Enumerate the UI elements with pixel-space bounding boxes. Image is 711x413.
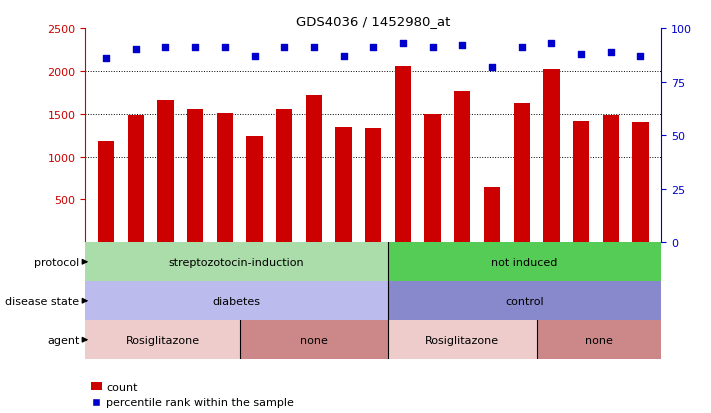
Bar: [276, 109, 292, 243]
Bar: [247, 137, 262, 243]
Bar: [454, 92, 471, 243]
Point: [516, 45, 528, 52]
Bar: [98, 142, 114, 243]
Text: disease state: disease state: [6, 296, 80, 306]
Point: [100, 55, 112, 62]
Point: [189, 45, 201, 52]
Text: streptozotocin-induction: streptozotocin-induction: [169, 257, 304, 267]
Bar: [85, 282, 388, 320]
Bar: [306, 96, 322, 243]
Bar: [217, 114, 233, 243]
Bar: [336, 127, 352, 243]
Point: [575, 51, 587, 58]
Point: [338, 53, 349, 60]
Text: diabetes: diabetes: [213, 296, 261, 306]
Bar: [513, 103, 530, 243]
Legend: count, percentile rank within the sample: count, percentile rank within the sample: [91, 382, 294, 408]
Text: control: control: [506, 296, 544, 306]
Text: none: none: [585, 335, 613, 345]
Bar: [543, 70, 560, 243]
Text: none: none: [300, 335, 328, 345]
Bar: [365, 129, 381, 243]
Point: [635, 53, 646, 60]
Text: Rosiglitazone: Rosiglitazone: [425, 335, 499, 345]
Point: [130, 47, 141, 54]
Bar: [85, 243, 388, 282]
Point: [427, 45, 439, 52]
Point: [249, 53, 260, 60]
Bar: [424, 114, 441, 243]
Title: GDS4036 / 1452980_at: GDS4036 / 1452980_at: [296, 15, 451, 28]
Bar: [573, 121, 589, 243]
Point: [456, 43, 468, 49]
Bar: [388, 320, 537, 359]
Text: Rosiglitazone: Rosiglitazone: [125, 335, 200, 345]
Bar: [395, 66, 411, 243]
Text: not induced: not induced: [491, 257, 558, 267]
Bar: [157, 101, 173, 243]
Bar: [632, 123, 648, 243]
Text: agent: agent: [47, 335, 80, 345]
Bar: [537, 320, 661, 359]
Point: [160, 45, 171, 52]
Bar: [127, 116, 144, 243]
Bar: [187, 109, 203, 243]
Point: [279, 45, 290, 52]
Text: protocol: protocol: [34, 257, 80, 267]
Point: [486, 64, 498, 71]
Bar: [603, 116, 619, 243]
Bar: [484, 187, 500, 243]
Bar: [388, 243, 661, 282]
Bar: [240, 320, 388, 359]
Point: [546, 40, 557, 47]
Point: [397, 40, 409, 47]
Bar: [388, 282, 661, 320]
Point: [605, 49, 616, 56]
Point: [219, 45, 230, 52]
Point: [368, 45, 379, 52]
Point: [308, 45, 319, 52]
Bar: [85, 320, 240, 359]
